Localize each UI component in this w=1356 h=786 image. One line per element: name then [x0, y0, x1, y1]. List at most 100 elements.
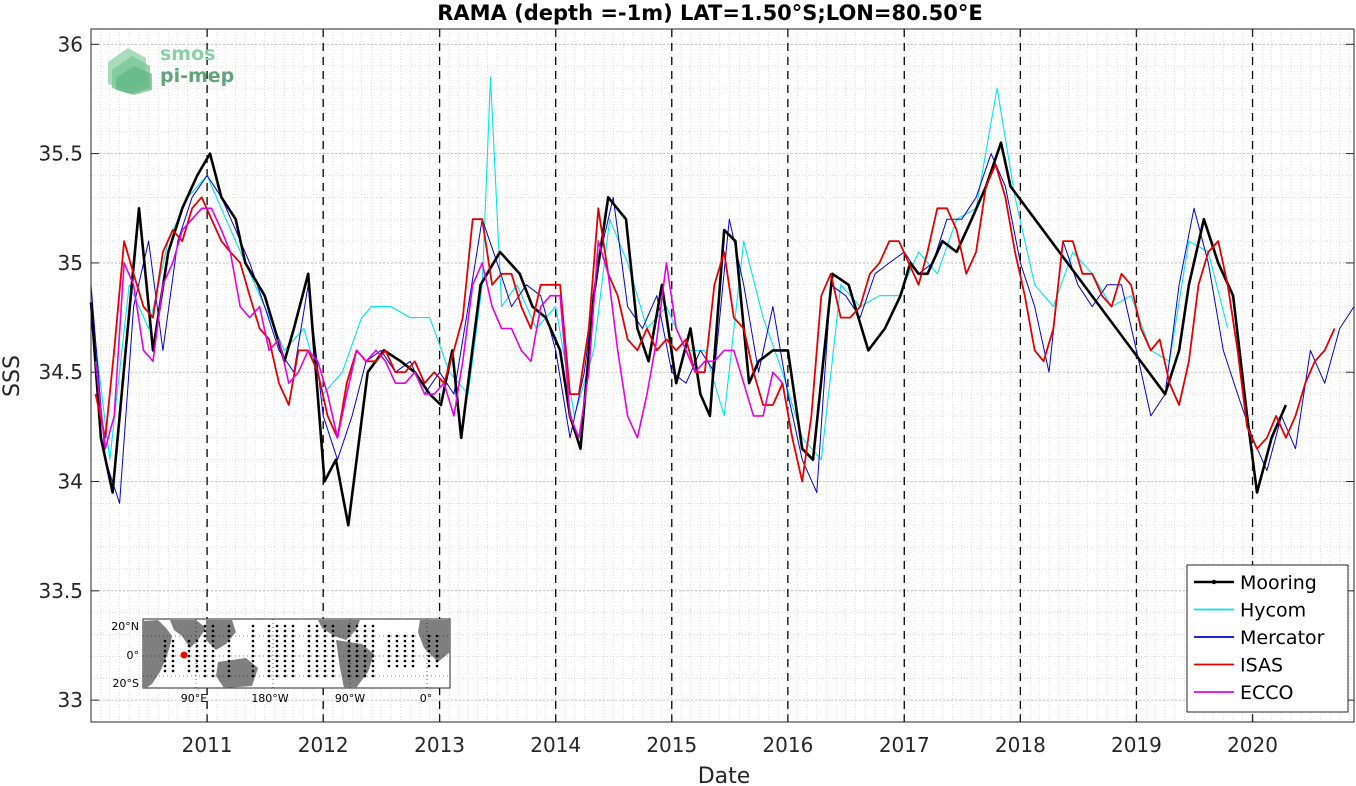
inset-buoy-dot [355, 664, 359, 668]
inset-buoy-dot [171, 654, 175, 658]
inset-buoy-dot [371, 654, 375, 658]
inset-buoy-dot [211, 654, 215, 658]
inset-buoy-dot [307, 664, 311, 668]
inset-buoy-dot [347, 624, 351, 628]
inset-buoy-dot [331, 649, 335, 653]
inset-buoy-dot [315, 624, 319, 628]
inset-buoy-dot [435, 644, 439, 648]
inset-buoy-dot [347, 669, 351, 673]
inset-buoy-dot [203, 664, 207, 668]
inset-buoy-dot [347, 629, 351, 633]
inset-buoy-dot [227, 674, 231, 678]
inset-buoy-dot [395, 659, 399, 663]
inset-buoy-dot [291, 664, 295, 668]
inset-buoy-dot [283, 624, 287, 628]
inset-buoy-dot [363, 634, 367, 638]
inset-lat-label-20n: 20°N [111, 620, 139, 633]
inset-buoy-dot [267, 644, 271, 648]
inset-buoy-dot [347, 639, 351, 643]
inset-buoy-dot [267, 654, 271, 658]
inset-buoy-dot [403, 634, 407, 638]
inset-buoy-dot [195, 639, 199, 643]
inset-buoy-dot [203, 659, 207, 663]
series-line-isas [94, 163, 1336, 483]
inset-buoy-dot [195, 644, 199, 648]
inset-buoy-dot [371, 659, 375, 663]
inset-buoy-dot [291, 659, 295, 663]
inset-buoy-dot [395, 634, 399, 638]
inset-buoy-dot [211, 644, 215, 648]
inset-buoy-dot [331, 624, 335, 628]
inset-buoy-dot [371, 674, 375, 678]
inset-buoy-dot [371, 639, 375, 643]
inset-buoy-dot [283, 674, 287, 678]
inset-buoy-dot [427, 659, 431, 663]
inset-buoy-dot [403, 644, 407, 648]
inset-buoy-dot [227, 644, 231, 648]
inset-buoy-dot [203, 649, 207, 653]
inset-buoy-dot [395, 639, 399, 643]
inset-buoy-dot [323, 639, 327, 643]
inset-buoy-dot [411, 649, 415, 653]
inset-buoy-dot [163, 644, 167, 648]
inset-buoy-dot [355, 634, 359, 638]
inset-buoy-dot [163, 664, 167, 668]
inset-buoy-dot [227, 624, 231, 628]
inset-buoy-dot [251, 664, 255, 668]
inset-buoy-dot [291, 669, 295, 673]
inset-lat-label-0: 0° [127, 649, 140, 662]
legend-label-mercator: Mercator [1240, 627, 1325, 649]
inset-lon-label-0: 0° [420, 692, 433, 705]
inset-buoy-dot [363, 649, 367, 653]
inset-buoy-dot [315, 664, 319, 668]
inset-buoy-dot [411, 654, 415, 658]
inset-buoy-dot [323, 649, 327, 653]
inset-buoy-dot [363, 624, 367, 628]
inset-buoy-dot [347, 664, 351, 668]
inset-buoy-dot [195, 659, 199, 663]
inset-buoy-dot [307, 644, 311, 648]
inset-buoy-dot [171, 639, 175, 643]
legend-label-isas: ISAS [1240, 655, 1283, 677]
inset-buoy-dot [331, 629, 335, 633]
inset-buoy-dot [187, 649, 191, 653]
inset-buoy-dot [355, 639, 359, 643]
inset-buoy-dot [331, 669, 335, 673]
inset-buoy-dot [435, 654, 439, 658]
x-tick-label: 2013 [414, 733, 465, 757]
inset-buoy-dot [371, 629, 375, 633]
inset-buoy-dot [331, 674, 335, 678]
inset-buoy-dot [267, 639, 271, 643]
inset-buoy-dot [355, 624, 359, 628]
plot-frame [90, 28, 1355, 723]
x-tick-label: 2017 [879, 733, 930, 757]
inset-buoy-dot [427, 639, 431, 643]
inset-buoy-dot [291, 674, 295, 678]
inset-buoy-dot [163, 649, 167, 653]
inset-buoy-dot [331, 664, 335, 668]
inset-buoy-dot [411, 644, 415, 648]
inset-buoy-dot [163, 659, 167, 663]
y-axis-ticks: 33 33.5 34 34.5 35 35.5 36 [38, 32, 1354, 712]
inset-buoy-dot [363, 664, 367, 668]
chart-title: RAMA (depth =-1m) LAT=1.50°S;LON=80.50°E [437, 1, 983, 25]
inset-buoy-dot [435, 649, 439, 653]
inset-buoy-dot [267, 634, 271, 638]
inset-buoy-dot [387, 639, 391, 643]
logo-text-smos: smos [160, 43, 215, 65]
inset-buoy-dot [283, 639, 287, 643]
inset-buoy-dot [307, 639, 311, 643]
inset-buoy-dot [195, 664, 199, 668]
inset-buoy-dot [291, 654, 295, 658]
inset-buoy-dot [195, 669, 199, 673]
inset-buoy-dot [355, 654, 359, 658]
inset-buoy-dot [355, 644, 359, 648]
series-line-mooring [89, 141, 1288, 527]
inset-buoy-dot [267, 669, 271, 673]
x-tick-label: 2019 [1111, 733, 1162, 757]
inset-buoy-dot [211, 634, 215, 638]
inset-buoy-dot [283, 649, 287, 653]
inset-buoy-dot [267, 629, 271, 633]
y-tick-label: 35.5 [38, 142, 83, 166]
inset-buoy-dot [275, 669, 279, 673]
